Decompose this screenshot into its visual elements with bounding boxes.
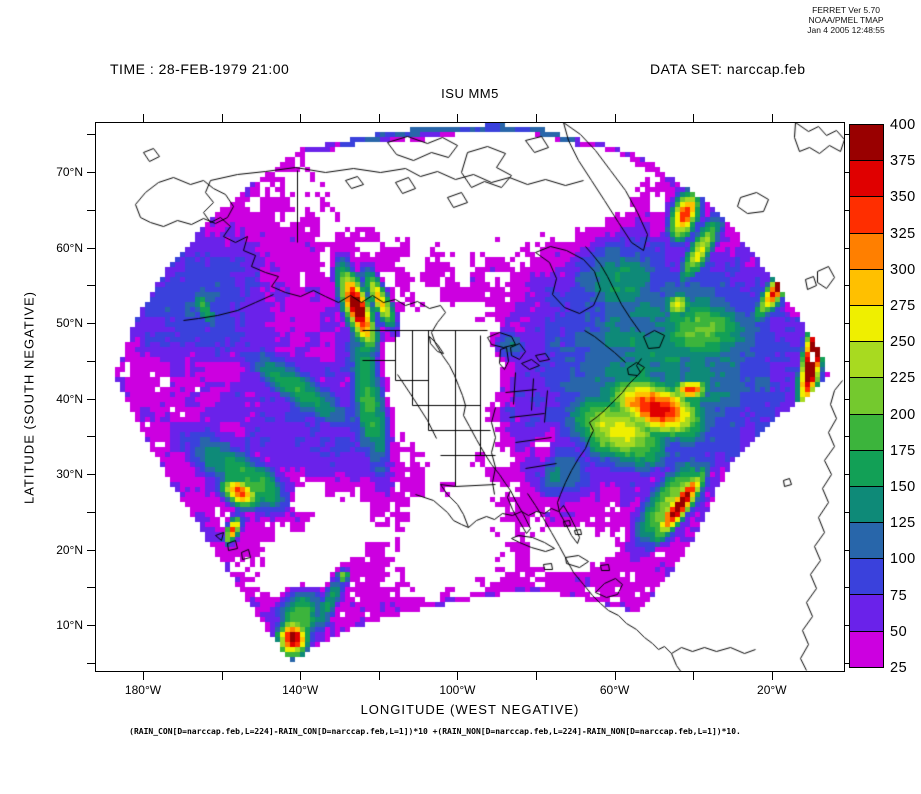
x-tick [221, 672, 223, 680]
x-tick-label: 180°W [124, 683, 162, 697]
colorbar-cell [849, 413, 884, 451]
ferret-version-header: FERRET Ver 5.70 NOAA/PMEL TMAP Jan 4 200… [770, 5, 921, 35]
x-tick [378, 672, 380, 680]
colorbar-cell [849, 196, 884, 234]
colorbar-cell [849, 377, 884, 415]
colorbar-label: 75 [890, 587, 908, 604]
ferret-version-line: FERRET Ver 5.70 [812, 5, 880, 15]
x-tick [771, 672, 773, 680]
x-tick [536, 672, 537, 680]
y-tick [87, 398, 95, 400]
colorbar-cell [849, 485, 884, 524]
colorbar-cell [849, 160, 884, 198]
x-tick [300, 672, 302, 680]
x-tick [143, 672, 144, 680]
colorbar-label: 100 [890, 551, 916, 568]
colorbar-label: 400 [890, 117, 916, 133]
y-tick-label: 70°N [56, 165, 83, 179]
colorbar-cell [849, 558, 884, 596]
x-tick-top [457, 114, 459, 122]
x-axis-label: LONGITUDE (WEST NEGATIVE) [360, 702, 580, 717]
x-tick [693, 672, 695, 680]
colorbar [849, 124, 884, 668]
y-tick-label: 40°N [56, 391, 83, 406]
colorbar-cell [849, 304, 884, 343]
y-tick [87, 625, 95, 626]
x-tick-label: 140°W [282, 683, 319, 697]
y-tick [87, 360, 95, 362]
y-axis-label: LATITUDE (SOUTH NEGATIVE) [21, 290, 37, 505]
noaa-pmel-line: NOAA/PMEL TMAP [808, 15, 884, 25]
x-tick-top [693, 114, 695, 122]
y-tick [87, 134, 95, 136]
y-tick [87, 662, 95, 664]
colorbar-label: 200 [890, 406, 916, 423]
plot-frame [95, 122, 845, 672]
colorbar-label: 250 [890, 334, 916, 351]
map-canvas [95, 122, 845, 672]
x-tick-top [221, 114, 223, 122]
colorbar-cell [849, 341, 884, 379]
x-tick-top [143, 114, 144, 122]
x-tick [457, 672, 459, 680]
y-tick-label: 60°N [56, 240, 83, 255]
y-tick-label: 30°N [56, 467, 83, 481]
colorbar-cell [849, 124, 884, 162]
y-tick [87, 209, 95, 211]
y-tick-label: 50°N [56, 316, 83, 330]
y-tick-label: 20°N [56, 542, 83, 557]
y-tick [87, 549, 95, 551]
y-tick-label: 10°N [56, 618, 83, 632]
colorbar-label: 325 [890, 225, 916, 242]
colorbar-label: 175 [890, 442, 916, 459]
x-tick-label: 20°W [757, 683, 787, 697]
colorbar-cell [849, 594, 884, 632]
colorbar-label: 300 [890, 261, 916, 278]
colorbar-label: 150 [890, 479, 916, 495]
dataset-label: DATA SET: narccap.feb [650, 61, 806, 77]
colorbar-label: 225 [890, 370, 916, 387]
y-tick [87, 587, 95, 589]
time-label: TIME : 28-FEB-1979 21:00 [110, 61, 290, 77]
y-tick [87, 323, 95, 324]
x-tick-top [536, 114, 537, 122]
colorbar-cell [849, 630, 884, 668]
colorbar-cell [849, 522, 884, 560]
colorbar-cell [849, 232, 884, 270]
plot-title: ISU MM5 [441, 86, 499, 101]
colorbar-label: 375 [890, 153, 916, 170]
colorbar-cell [849, 449, 884, 487]
y-tick [87, 474, 95, 475]
y-tick [87, 172, 95, 173]
y-tick [87, 436, 95, 438]
colorbar-label: 25 [890, 660, 908, 676]
colorbar-label: 125 [890, 515, 916, 532]
y-tick [87, 285, 95, 287]
x-tick-top [378, 114, 380, 122]
colorbar-cell [849, 268, 884, 306]
y-tick [87, 247, 95, 249]
x-tick-top [614, 114, 616, 122]
x-tick-top [300, 114, 302, 122]
x-tick-top [771, 114, 773, 122]
timestamp-line: Jan 4 2005 12:48:55 [807, 25, 885, 35]
x-tick [614, 672, 616, 680]
colorbar-label: 50 [890, 623, 908, 640]
colorbar-label: 350 [890, 189, 916, 206]
x-tick-label: 60°W [599, 683, 630, 697]
x-tick-label: 100°W [439, 683, 476, 697]
y-tick [87, 511, 95, 513]
variable-expression: (RAIN_CON[D=narccap.feb,L=224]-RAIN_CON[… [129, 727, 741, 736]
colorbar-label: 275 [890, 298, 916, 314]
